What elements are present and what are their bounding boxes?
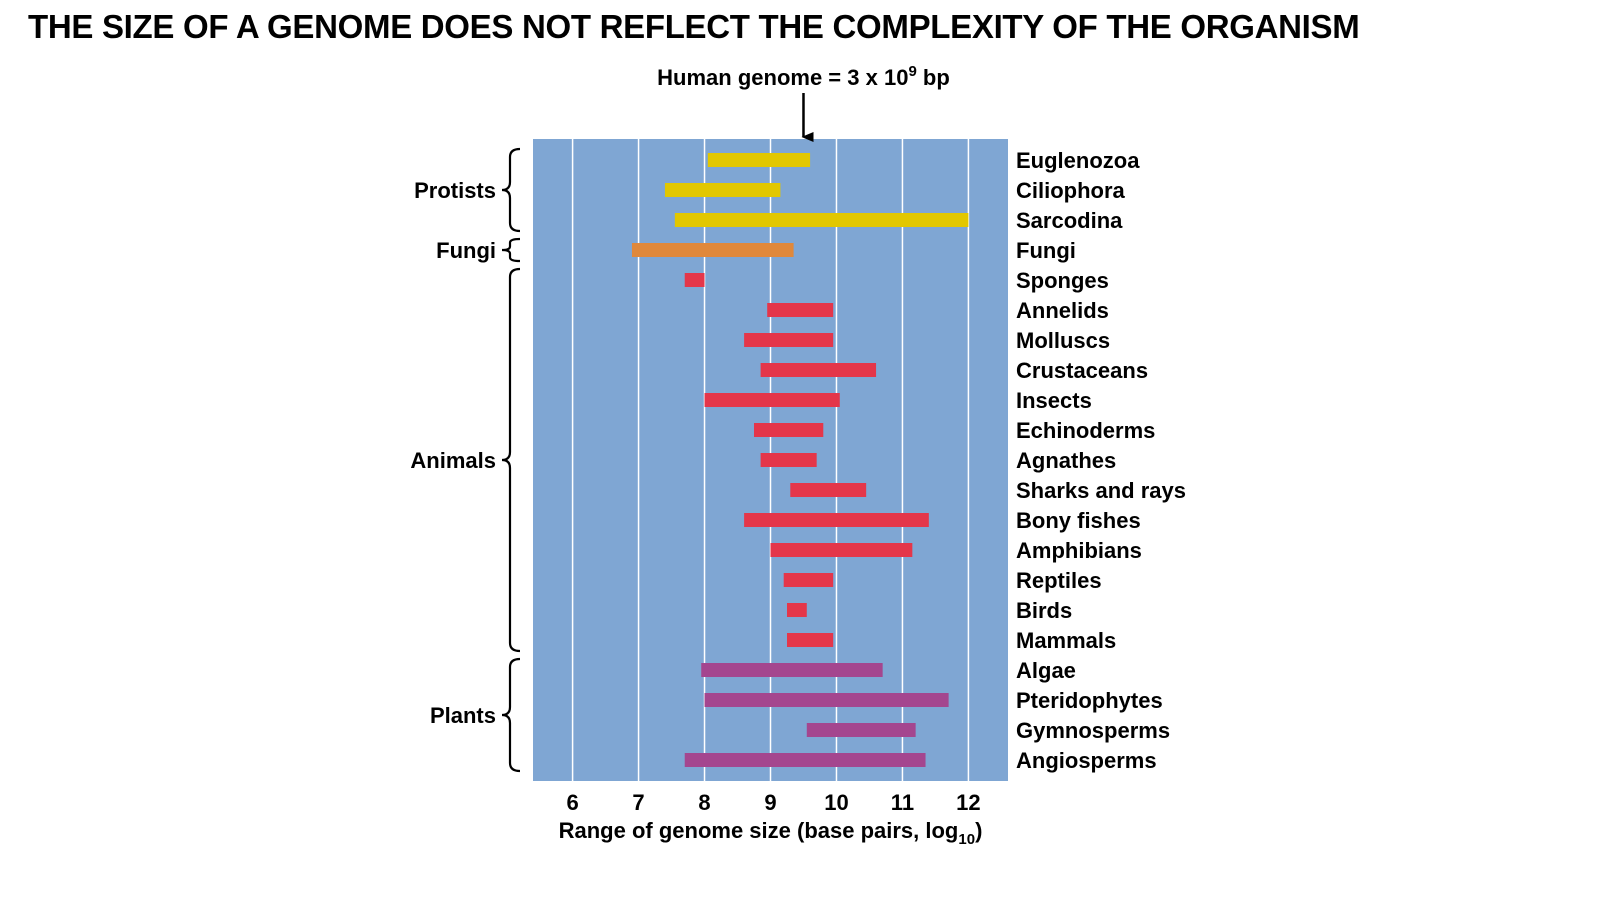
row-label-pteridophytes: Pteridophytes	[1016, 688, 1163, 713]
x-tick-label: 11	[891, 790, 914, 815]
group-label-protists: Protists	[414, 178, 496, 203]
bar-pteridophytes	[704, 693, 949, 707]
bar-echinoderms	[754, 423, 824, 437]
row-label-molluscs: Molluscs	[1016, 328, 1110, 353]
row-label-insects: Insects	[1016, 388, 1092, 413]
bar-sharks-and-rays	[790, 483, 867, 497]
bar-sarcodina	[674, 213, 969, 227]
row-label-birds: Birds	[1016, 598, 1072, 623]
x-tick-label: 6	[566, 790, 578, 815]
row-label-angiosperms: Angiosperms	[1016, 748, 1157, 773]
x-tick-label: 8	[698, 790, 710, 815]
bar-crustaceans	[760, 363, 877, 377]
bar-amphibians	[770, 543, 913, 557]
row-label-crustaceans: Crustaceans	[1016, 358, 1148, 383]
x-tick-label: 10	[824, 790, 848, 815]
bar-gymnosperms	[806, 723, 916, 737]
row-label-echinoderms: Echinoderms	[1016, 418, 1155, 443]
row-label-reptiles: Reptiles	[1016, 568, 1102, 593]
brace-plants	[501, 657, 521, 773]
row-label-bony-fishes: Bony fishes	[1016, 508, 1141, 533]
row-label-ciliophora: Ciliophora	[1016, 178, 1126, 203]
bar-algae	[701, 663, 883, 677]
bar-sponges	[684, 273, 705, 287]
brace-animals	[501, 267, 521, 653]
bar-bony-fishes	[744, 513, 929, 527]
x-tick-label: 7	[632, 790, 644, 815]
row-label-gymnosperms: Gymnosperms	[1016, 718, 1170, 743]
x-axis-label: Range of genome size (base pairs, log10)	[559, 818, 983, 848]
bar-fungi	[631, 243, 794, 257]
row-label-euglenozoa: Euglenozoa	[1016, 148, 1140, 173]
row-label-annelids: Annelids	[1016, 298, 1109, 323]
bar-angiosperms	[684, 753, 926, 767]
row-label-sharks-and-rays: Sharks and rays	[1016, 478, 1186, 503]
page-title: THE SIZE OF A GENOME DOES NOT REFLECT TH…	[28, 8, 1360, 45]
row-label-sarcodina: Sarcodina	[1016, 208, 1123, 233]
row-label-fungi: Fungi	[1016, 238, 1076, 263]
row-label-agnathes: Agnathes	[1016, 448, 1116, 473]
bar-molluscs	[744, 333, 834, 347]
x-tick-label: 9	[764, 790, 776, 815]
group-label-plants: Plants	[430, 703, 496, 728]
brace-fungi	[501, 237, 521, 263]
bar-mammals	[786, 633, 834, 647]
x-tick-label: 12	[956, 790, 980, 815]
row-label-sponges: Sponges	[1016, 268, 1109, 293]
row-label-mammals: Mammals	[1016, 628, 1116, 653]
human-genome-annotation: Human genome = 3 x 109 bp	[657, 63, 950, 90]
brace-protists	[501, 147, 521, 233]
bar-euglenozoa	[707, 153, 811, 167]
bar-annelids	[767, 303, 834, 317]
bar-insects	[704, 393, 840, 407]
bar-ciliophora	[664, 183, 781, 197]
row-label-algae: Algae	[1016, 658, 1076, 683]
group-label-fungi: Fungi	[436, 238, 496, 263]
bar-agnathes	[760, 453, 817, 467]
bar-reptiles	[783, 573, 834, 587]
bar-birds	[786, 603, 807, 617]
row-label-amphibians: Amphibians	[1016, 538, 1142, 563]
group-label-animals: Animals	[410, 448, 496, 473]
